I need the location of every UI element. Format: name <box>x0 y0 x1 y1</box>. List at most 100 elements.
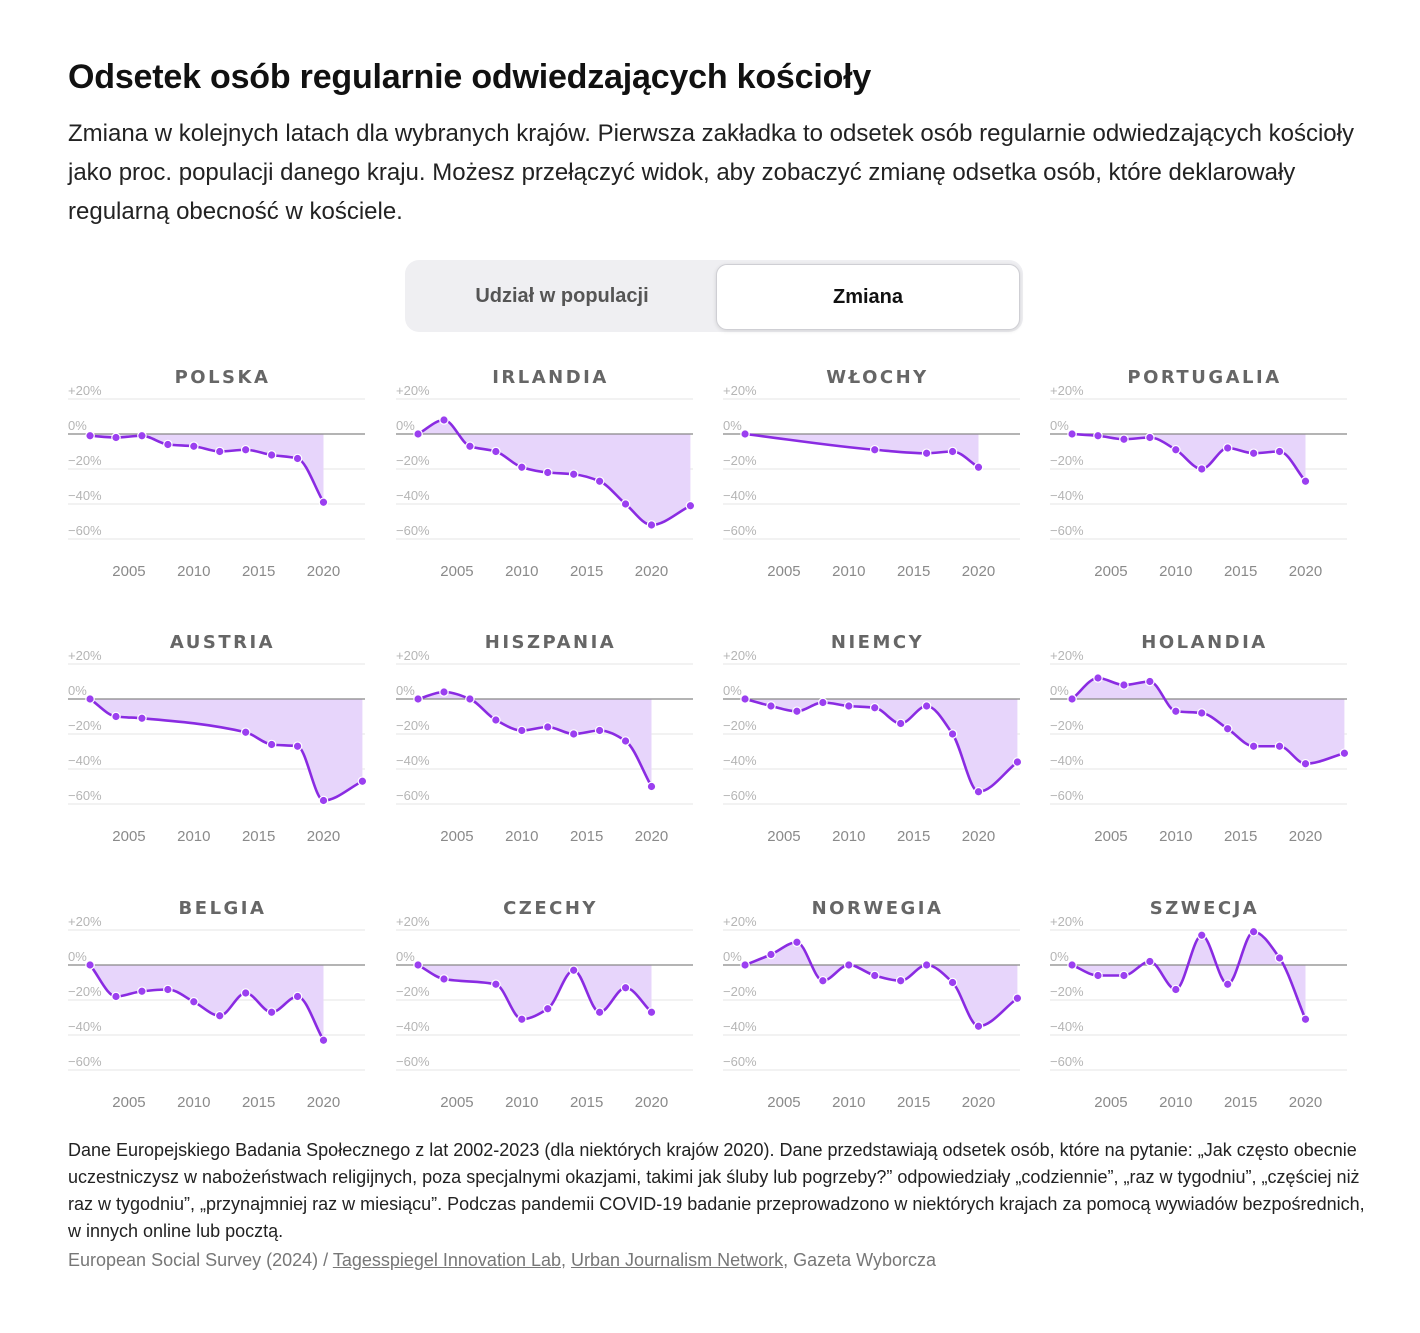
data-point-2010[interactable] <box>517 1014 527 1025</box>
data-point-2016[interactable] <box>921 448 932 459</box>
tab-change[interactable]: Zmiana <box>716 264 1020 330</box>
data-point-2018[interactable] <box>947 446 958 457</box>
data-point-2016[interactable] <box>594 1007 605 1018</box>
data-point-2012[interactable] <box>214 1010 225 1021</box>
data-point-2010[interactable] <box>1171 706 1181 717</box>
data-point-2002[interactable] <box>1067 960 1077 970</box>
data-point-2020[interactable] <box>1300 1014 1311 1025</box>
data-point-2008[interactable] <box>1145 676 1155 687</box>
data-point-2016[interactable] <box>266 739 277 750</box>
data-point-2008[interactable] <box>818 975 828 986</box>
data-point-2008[interactable] <box>491 715 501 725</box>
data-point-2018[interactable] <box>1274 741 1285 752</box>
data-point-2012[interactable] <box>542 467 553 478</box>
data-point-2020[interactable] <box>1300 476 1311 487</box>
data-point-2002[interactable] <box>413 694 423 704</box>
data-point-2020[interactable] <box>973 1021 984 1032</box>
data-point-2004[interactable] <box>439 415 449 425</box>
data-point-2014[interactable] <box>568 469 579 480</box>
data-point-2023[interactable] <box>1339 748 1350 759</box>
data-point-2012[interactable] <box>1196 464 1207 474</box>
data-point-2016[interactable] <box>1248 741 1259 752</box>
data-point-2002[interactable] <box>740 694 750 704</box>
data-point-2018[interactable] <box>620 736 631 746</box>
data-point-2010[interactable] <box>844 960 854 970</box>
data-point-2020[interactable] <box>973 786 984 797</box>
data-point-2020[interactable] <box>1300 758 1311 769</box>
data-point-2018[interactable] <box>292 991 303 1002</box>
data-point-2008[interactable] <box>818 697 828 708</box>
data-point-2006[interactable] <box>792 937 802 948</box>
data-point-2018[interactable] <box>1274 953 1285 963</box>
data-point-2014[interactable] <box>240 727 251 738</box>
data-point-2004[interactable] <box>439 974 449 984</box>
data-point-2012[interactable] <box>542 1003 553 1014</box>
data-point-2023[interactable] <box>1012 993 1023 1004</box>
data-point-2020[interactable] <box>318 1035 329 1046</box>
data-point-2016[interactable] <box>594 725 605 736</box>
data-point-2004[interactable] <box>111 991 121 1002</box>
data-point-2014[interactable] <box>568 965 579 976</box>
data-point-2012[interactable] <box>214 446 225 457</box>
data-point-2012[interactable] <box>1196 708 1207 718</box>
data-point-2004[interactable] <box>766 949 776 960</box>
data-point-2020[interactable] <box>318 795 329 806</box>
data-point-2010[interactable] <box>1171 984 1181 995</box>
data-point-2010[interactable] <box>517 462 527 473</box>
data-point-2012[interactable] <box>869 444 880 455</box>
data-point-2014[interactable] <box>895 718 906 729</box>
data-point-2004[interactable] <box>1093 430 1103 441</box>
data-point-2010[interactable] <box>189 441 199 452</box>
data-point-2002[interactable] <box>85 960 95 970</box>
source-link-tagesspiegel[interactable]: Tagesspiegel Innovation Lab <box>332 1250 562 1270</box>
data-point-2018[interactable] <box>1274 446 1285 457</box>
data-point-2018[interactable] <box>947 729 958 739</box>
data-point-2006[interactable] <box>137 430 147 441</box>
data-point-2008[interactable] <box>1145 956 1155 967</box>
data-point-2002[interactable] <box>413 960 423 970</box>
data-point-2002[interactable] <box>1067 429 1077 439</box>
data-point-2014[interactable] <box>240 444 251 455</box>
data-point-2020[interactable] <box>646 520 657 530</box>
data-point-2006[interactable] <box>792 706 802 717</box>
data-point-2016[interactable] <box>266 1007 277 1018</box>
source-link-urban-journalism[interactable]: Urban Journalism Network <box>571 1250 784 1270</box>
data-point-2014[interactable] <box>1222 443 1233 453</box>
data-point-2004[interactable] <box>111 432 121 443</box>
data-point-2014[interactable] <box>568 729 579 739</box>
data-point-2002[interactable] <box>85 694 95 704</box>
data-point-2006[interactable] <box>137 986 147 997</box>
data-point-2018[interactable] <box>947 977 958 988</box>
data-point-2014[interactable] <box>1222 979 1233 990</box>
data-point-2006[interactable] <box>1119 680 1129 690</box>
data-point-2006[interactable] <box>1119 970 1129 981</box>
data-point-2014[interactable] <box>240 988 251 998</box>
data-point-2002[interactable] <box>740 960 750 970</box>
data-point-2008[interactable] <box>491 979 501 990</box>
data-point-2010[interactable] <box>1171 444 1181 455</box>
data-point-2016[interactable] <box>266 450 277 460</box>
data-point-2023[interactable] <box>685 500 696 511</box>
data-point-2004[interactable] <box>111 711 121 722</box>
data-point-2016[interactable] <box>1248 448 1259 459</box>
data-point-2010[interactable] <box>844 701 854 711</box>
data-point-2006[interactable] <box>465 441 475 452</box>
data-point-2008[interactable] <box>491 446 501 457</box>
data-point-2008[interactable] <box>163 439 173 450</box>
data-point-2004[interactable] <box>766 701 776 711</box>
data-point-2020[interactable] <box>646 1007 657 1018</box>
data-point-2018[interactable] <box>620 499 631 509</box>
data-point-2004[interactable] <box>1093 970 1103 981</box>
data-point-2016[interactable] <box>921 701 932 711</box>
data-point-2002[interactable] <box>1067 694 1077 704</box>
data-point-2023[interactable] <box>357 776 368 787</box>
data-point-2010[interactable] <box>517 725 527 736</box>
tab-population-share[interactable]: Udział w populacji <box>475 284 649 307</box>
data-point-2006[interactable] <box>137 713 147 724</box>
data-point-2004[interactable] <box>439 687 449 697</box>
data-point-2002[interactable] <box>740 429 750 439</box>
data-point-2006[interactable] <box>465 694 475 704</box>
data-point-2018[interactable] <box>620 982 631 993</box>
data-point-2014[interactable] <box>1222 723 1233 734</box>
data-point-2020[interactable] <box>318 497 329 508</box>
